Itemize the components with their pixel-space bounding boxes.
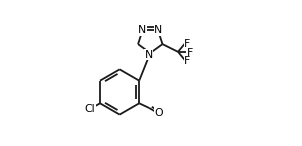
Text: N: N bbox=[145, 50, 153, 60]
Text: Cl: Cl bbox=[85, 104, 95, 114]
Text: N: N bbox=[154, 25, 162, 35]
Text: F: F bbox=[184, 39, 191, 49]
Text: F: F bbox=[187, 48, 193, 58]
Text: F: F bbox=[184, 56, 191, 66]
Text: O: O bbox=[154, 108, 163, 118]
Text: N: N bbox=[138, 25, 146, 35]
